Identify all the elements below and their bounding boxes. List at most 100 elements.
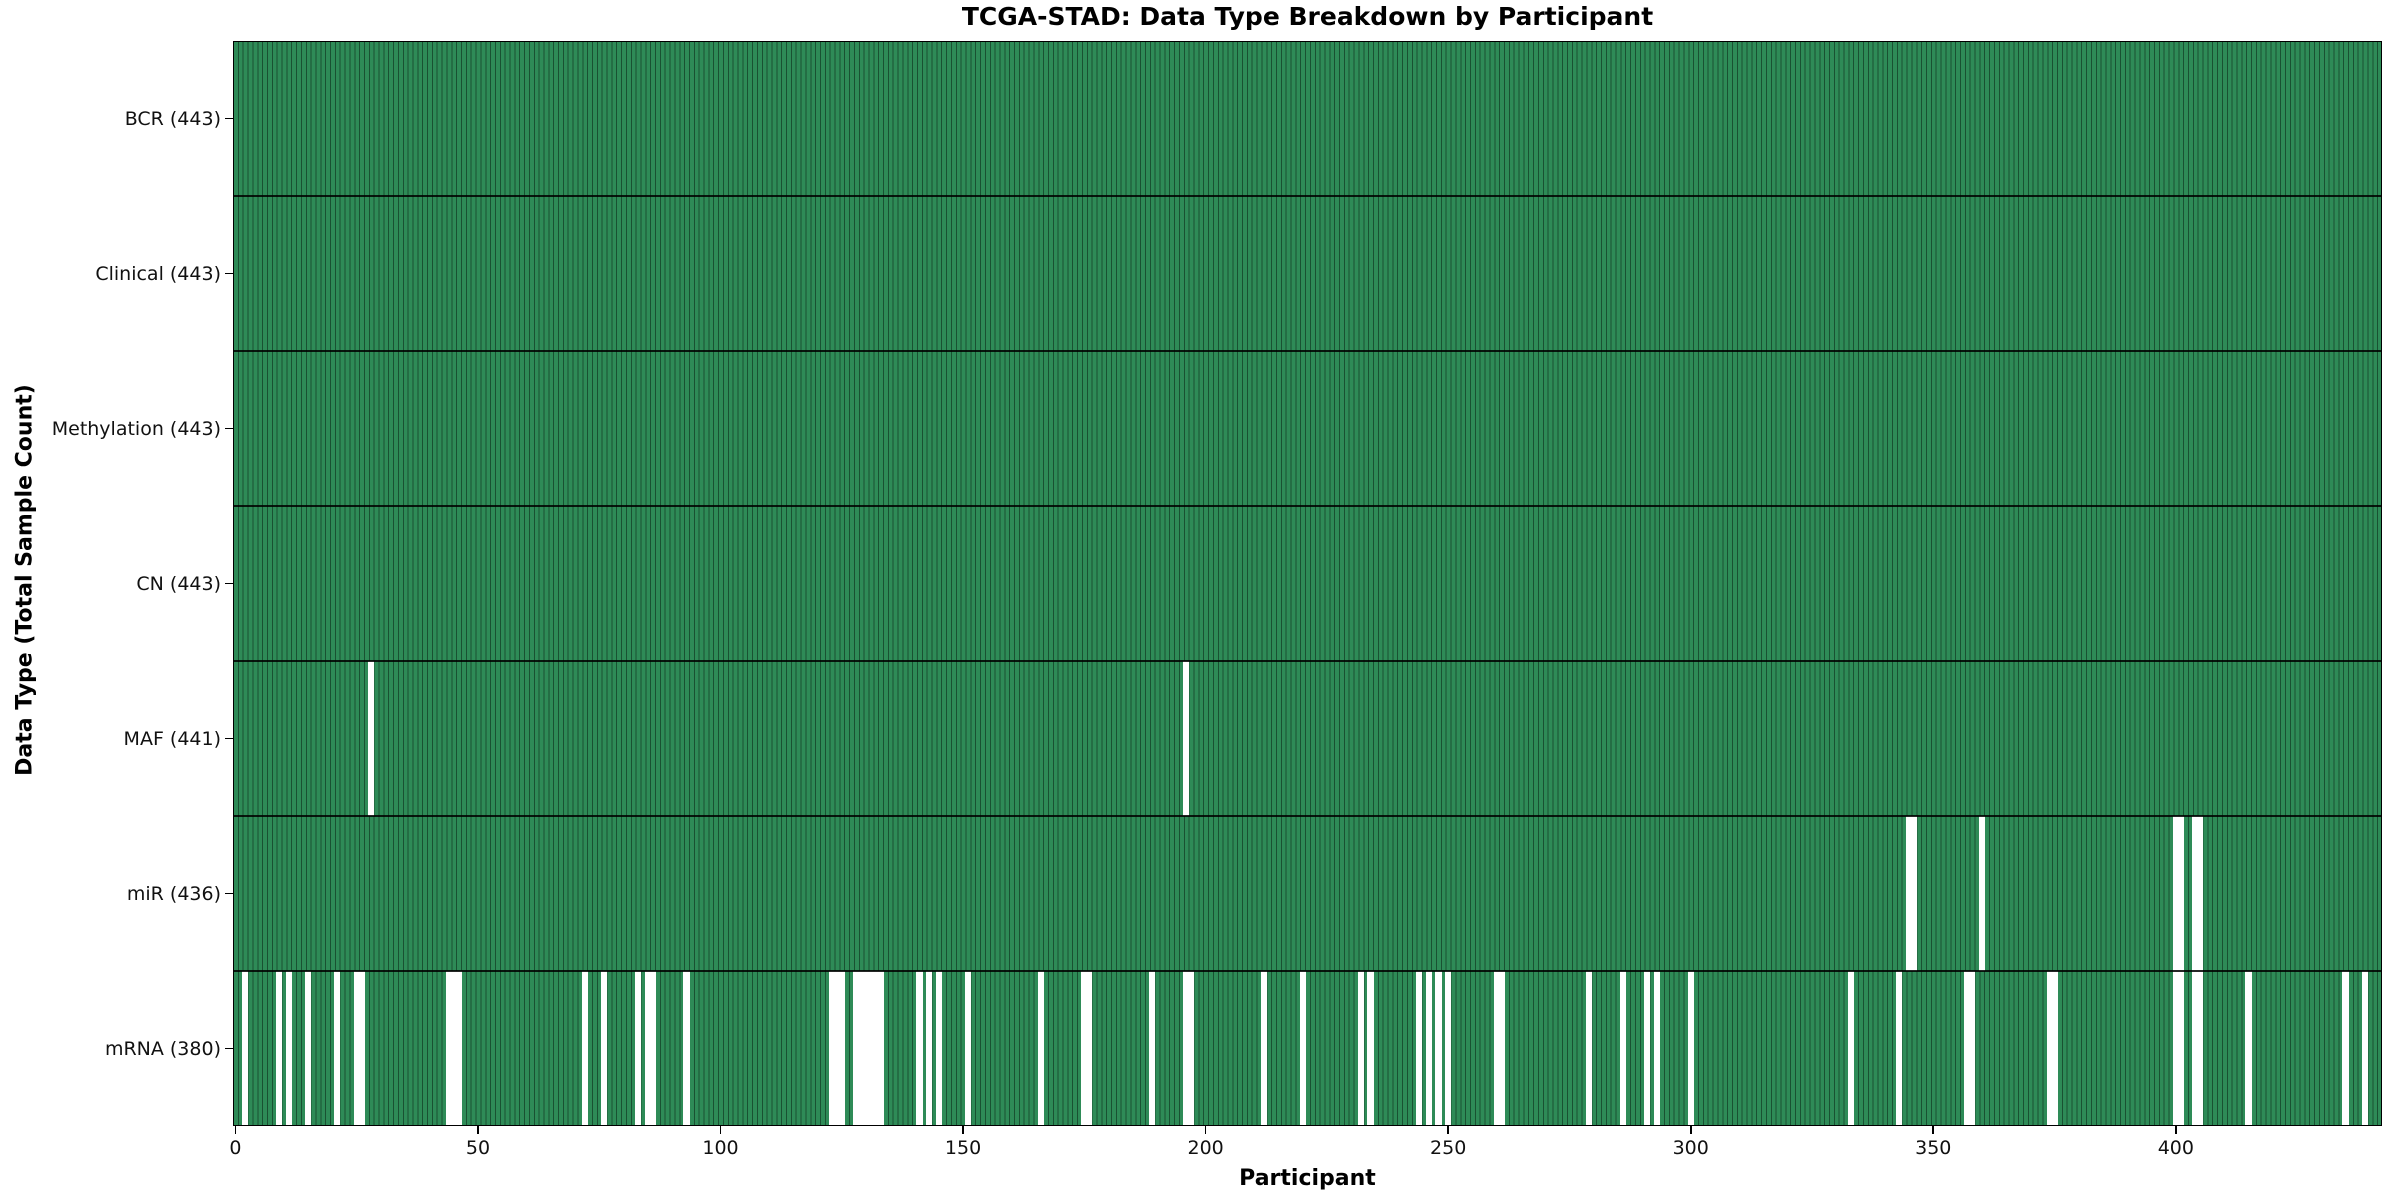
absent-bar-mRNA-p286 [1619,971,1626,1126]
row-separator [233,815,2382,817]
absent-bar-mRNA-p261 [1498,971,1505,1126]
present-cells-mRNA [233,971,2382,1126]
y-tick-label-Methylation: Methylation (443) [51,417,221,440]
absent-bar-mRNA-p129 [858,971,865,1126]
x-tick-mark [1447,1126,1449,1134]
absent-bar-miR-p360 [1978,816,1985,971]
absent-bar-mRNA-p145 [935,971,942,1126]
y-tick-label-CN: CN (443) [136,572,221,595]
absent-bar-mRNA-p15 [305,971,312,1126]
x-tick-label-400: 400 [2157,1137,2194,1159]
absent-bar-mRNA-p279 [1585,971,1592,1126]
x-tick-mark [1204,1126,1207,1134]
x-tick-mark [2175,1126,2177,1134]
x-tick-label-200: 200 [1187,1137,1224,1159]
absent-bar-mRNA-p133 [877,971,884,1126]
absent-bar-mRNA-p400 [2172,971,2179,1126]
x-tick-mark [962,1126,964,1134]
present-cells-miR [233,816,2382,971]
row-BCR [233,41,2382,196]
x-tick-label-250: 250 [1430,1137,1467,1159]
y-tick-label-Clinical: Clinical (443) [95,262,221,285]
absent-bar-mRNA-p130 [862,971,870,1126]
absent-bar-mRNA-p248 [1435,971,1442,1126]
absent-bar-mRNA-p333 [1847,971,1854,1126]
row-separator [233,195,2382,197]
absent-bar-mRNA-p435 [2342,971,2349,1126]
x-tick-mark [1689,1126,1692,1134]
absent-bar-mRNA-p375 [2051,971,2058,1126]
absent-bar-mRNA-p246 [1425,971,1432,1126]
absent-bar-mRNA-p212 [1260,971,1267,1126]
row-separator [233,350,2382,352]
x-tick-label-350: 350 [1915,1137,1952,1159]
absent-bar-mRNA-p189 [1149,971,1156,1126]
absent-bar-mRNA-p86 [649,971,656,1126]
x-tick-mark [477,1126,479,1134]
absent-bar-mRNA-p76 [600,971,608,1126]
absent-bar-mRNA-p128 [853,971,860,1126]
y-tick-mark [225,892,233,895]
absent-bar-mRNA-p234 [1367,971,1374,1126]
absent-bar-miR-p401 [2177,816,2184,971]
row-separator [233,970,2382,972]
absent-bar-mRNA-p293 [1653,971,1660,1126]
absent-bar-mRNA-p358 [1968,971,1976,1126]
absent-bar-mRNA-p250 [1445,971,1452,1126]
absent-bar-mRNA-p166 [1037,971,1044,1126]
absent-bar-mRNA-p404 [2192,971,2199,1126]
row-Methylation [233,351,2382,506]
absent-bar-mRNA-p83 [634,971,642,1126]
absent-bar-mRNA-p232 [1357,971,1364,1126]
absent-bar-mRNA-p46 [455,971,462,1126]
absent-bar-mRNA-p26 [358,971,365,1126]
absent-bar-mRNA-p220 [1299,971,1306,1126]
absent-bar-miR-p400 [2172,816,2179,971]
x-tick-label-300: 300 [1672,1137,1709,1159]
y-tick-mark [225,117,233,120]
absent-bar-mRNA-p132 [872,971,879,1126]
absent-bar-mRNA-p401 [2177,971,2184,1126]
absent-bar-mRNA-p176 [1086,971,1093,1126]
present-cells-Clinical [233,196,2382,351]
absent-bar-mRNA-p9 [275,971,283,1126]
absent-bar-mRNA-p21 [334,971,341,1126]
absent-bar-mRNA-p343 [1896,971,1903,1126]
absent-bar-mRNA-p11 [285,971,292,1126]
absent-bar-mRNA-p131 [867,971,875,1126]
absent-bar-mRNA-p45 [450,971,457,1126]
absent-bar-mRNA-p123 [828,971,836,1126]
x-tick-label-0: 0 [229,1137,242,1159]
absent-bar-mRNA-p291 [1643,971,1651,1126]
present-cells-MAF [233,661,2382,816]
absent-bar-mRNA-p300 [1687,971,1694,1126]
absent-bar-mRNA-p197 [1187,971,1195,1126]
absent-bar-mRNA-p151 [964,971,972,1126]
row-separator [233,660,2382,662]
y-tick-mark [225,582,233,585]
absent-bar-miR-p404 [2192,816,2199,971]
absent-bar-MAF-p28 [368,661,375,816]
absent-bar-mRNA-p196 [1183,971,1190,1126]
row-CN [233,506,2382,661]
absent-bar-mRNA-p439 [2361,971,2369,1126]
y-tick-mark [225,272,233,275]
plot-area: Present Absent [233,41,2382,1126]
absent-bar-mRNA-p72 [581,971,588,1126]
present-cells-Methylation [233,351,2382,506]
y-tick-label-MAF: MAF (441) [123,727,221,750]
absent-bar-mRNA-p415 [2245,971,2252,1126]
absent-bar-mRNA-p175 [1081,971,1088,1126]
absent-bar-miR-p346 [1910,816,1917,971]
absent-bar-mRNA-p405 [2196,971,2204,1126]
absent-bar-mRNA-p93 [683,971,690,1126]
y-tick-mark [225,427,233,430]
x-axis-label: Participant [1239,1166,1376,1191]
y-tick-mark [225,737,233,740]
y-tick-label-BCR: BCR (443) [124,107,221,130]
x-tick-mark [719,1126,722,1134]
x-tick-label-100: 100 [702,1137,739,1159]
y-tick-label-mRNA: mRNA (380) [104,1037,221,1060]
y-tick-label-miR: miR (436) [126,882,221,905]
absent-bar-mRNA-p244 [1415,971,1423,1126]
